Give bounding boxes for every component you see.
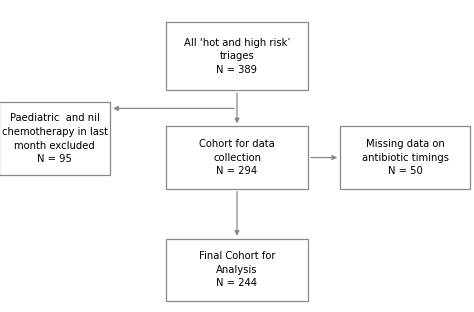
FancyBboxPatch shape: [166, 239, 308, 301]
Text: All ‘hot and high risk’
triages
N = 389: All ‘hot and high risk’ triages N = 389: [184, 37, 290, 75]
Text: Final Cohort for
Analysis
N = 244: Final Cohort for Analysis N = 244: [199, 251, 275, 289]
FancyBboxPatch shape: [340, 126, 470, 189]
Text: Paediatric  and nil
chemotherapy in last
month excluded
N = 95: Paediatric and nil chemotherapy in last …: [1, 114, 108, 164]
FancyBboxPatch shape: [166, 126, 308, 189]
Text: Missing data on
antibiotic timings
N = 50: Missing data on antibiotic timings N = 5…: [362, 139, 449, 176]
FancyBboxPatch shape: [0, 102, 110, 175]
FancyBboxPatch shape: [166, 22, 308, 90]
Text: Cohort for data
collection
N = 294: Cohort for data collection N = 294: [199, 139, 275, 176]
